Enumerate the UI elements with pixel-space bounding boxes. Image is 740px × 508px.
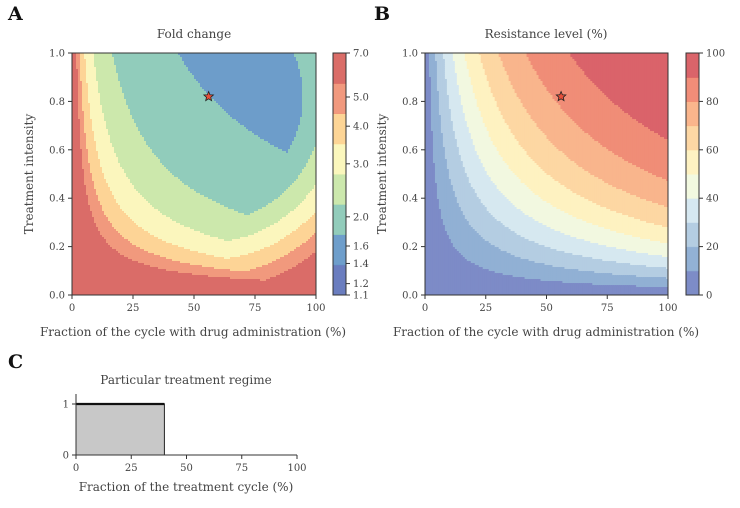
y-tick-label: 0.8 <box>402 97 418 108</box>
colorbar-b-band <box>686 222 699 248</box>
panel-b: Resistance level (%) 0 25 50 75 100 0.0 0.2 0.4… <box>375 27 725 339</box>
colorbar-b-band <box>686 77 699 102</box>
panel-c-plot <box>76 402 297 456</box>
colorbar-a-tick-label: 7.0 <box>353 49 369 60</box>
y-tick-label: 0.4 <box>49 194 65 205</box>
panel-c: Particular treatment regime 0 25 50 75 100 0 1… <box>63 373 307 494</box>
x-tick-label: 25 <box>125 463 138 474</box>
panel-a: Fold change 0 25 50 75 100 0.0 0.2 0.4 0.6 0.8 1.0… <box>22 27 369 339</box>
colorbar-b-band <box>686 246 699 272</box>
panel-a-heatmap <box>72 53 316 295</box>
colorbar-b-band <box>686 101 699 127</box>
y-tick-label: 1.0 <box>402 49 418 60</box>
colorbar-a-tick-label: 1.6 <box>353 242 369 253</box>
panel-c-ticks: 0 25 50 75 100 0 1 <box>63 394 307 474</box>
colorbar-a-band <box>333 204 346 235</box>
colorbar-a-tick-label: 4.0 <box>353 122 369 133</box>
x-tick-label: 0 <box>69 303 75 314</box>
panel-b-xlabel: Fraction of the cycle with drug administ… <box>393 325 699 339</box>
x-tick-label: 100 <box>658 303 677 314</box>
panel-letter-a: A <box>7 3 23 25</box>
panel-a-colorbar: 1.11.2 1.4 1.6 2.0 3.0 4.0 5.0 7.0 <box>332 49 369 302</box>
panel-a-ylabel: Treatment intensity <box>22 114 36 235</box>
y-tick-label: 0 <box>63 451 69 462</box>
panel-a-marker-star <box>202 90 215 102</box>
y-tick-label: 0.6 <box>49 145 65 156</box>
y-tick-label: 1.0 <box>49 49 65 60</box>
colorbar-b-band <box>686 53 699 78</box>
colorbar-a-tick-label: 1.2 <box>353 279 369 290</box>
colorbar-a-frame <box>332 52 347 296</box>
y-tick-label: 0.0 <box>402 291 418 302</box>
y-tick-label: 1 <box>63 400 69 411</box>
panel-c-xlabel: Fraction of the treatment cycle (%) <box>79 480 294 494</box>
colorbar-b-tick-label: 0 <box>706 291 712 302</box>
x-tick-label: 50 <box>540 303 553 314</box>
colorbar-b-band <box>686 174 699 199</box>
panel-b-marker-star <box>555 90 567 102</box>
colorbar-b-tick-label: 20 <box>706 242 719 253</box>
regime-area <box>76 404 297 455</box>
colorbar-b-tick-label: 40 <box>706 194 719 205</box>
y-tick-label: 0.0 <box>49 291 65 302</box>
colorbar-a-band <box>333 264 346 296</box>
colorbar-b-tick-label: 100 <box>706 49 725 60</box>
x-tick-label: 0 <box>73 463 79 474</box>
x-tick-label: 0 <box>422 303 428 314</box>
panel-a-title: Fold change <box>157 27 231 41</box>
colorbar-a-band <box>333 174 346 205</box>
panel-b-heatmap <box>425 53 668 295</box>
x-tick-label: 50 <box>188 303 201 314</box>
y-tick-label: 0.8 <box>49 97 65 108</box>
panel-letter-c: C <box>8 351 23 373</box>
colorbar-a-tick-label: 1.4 <box>353 259 369 270</box>
panel-letter-b: B <box>374 3 390 25</box>
colorbar-b-band <box>686 198 699 223</box>
y-tick-label: 0.6 <box>402 145 418 156</box>
x-tick-label: 75 <box>235 463 248 474</box>
panel-a-ticks: 0 25 50 75 100 0.0 0.2 0.4 0.6 0.8 1.0 <box>49 49 325 315</box>
panel-b-ylabel: Treatment intensity <box>375 114 389 235</box>
panel-b-title: Resistance level (%) <box>485 27 608 41</box>
x-tick-label: 25 <box>127 303 140 314</box>
colorbar-a-tick-label: 2.0 <box>353 212 369 223</box>
x-tick-label: 50 <box>180 463 193 474</box>
x-tick-label: 75 <box>601 303 614 314</box>
panel-a-xlabel: Fraction of the cycle with drug administ… <box>40 325 346 339</box>
colorbar-b-band <box>686 125 699 151</box>
colorbar-a-band <box>333 143 346 175</box>
colorbar-a-tick-label: 1.1 <box>353 291 369 302</box>
x-tick-label: 25 <box>479 303 492 314</box>
x-tick-label: 75 <box>249 303 262 314</box>
colorbar-a-band <box>333 83 346 114</box>
y-tick-label: 0.2 <box>402 242 418 253</box>
colorbar-b-band <box>686 149 699 175</box>
colorbar-b-tick-label: 80 <box>706 97 719 108</box>
colorbar-a-band <box>333 234 346 266</box>
y-tick-label: 0.2 <box>49 242 65 253</box>
y-tick-label: 0.4 <box>402 194 418 205</box>
colorbar-b-tick-label: 60 <box>706 145 719 156</box>
colorbar-a-tick-label: 3.0 <box>353 159 369 170</box>
panel-b-colorbar: 0 20 40 60 80 100 <box>685 49 725 302</box>
x-tick-label: 100 <box>306 303 325 314</box>
x-tick-label: 100 <box>287 463 306 474</box>
colorbar-a-tick-label: 5.0 <box>353 92 369 103</box>
panel-c-title: Particular treatment regime <box>100 373 271 387</box>
colorbar-a-band <box>333 113 346 145</box>
colorbar-b-frame <box>685 52 700 296</box>
colorbar-b-band <box>686 270 699 296</box>
colorbar-a-band <box>333 53 346 84</box>
panel-b-ticks: 0 25 50 75 100 0.0 0.2 0.4 0.6 0.8 1.0 <box>402 49 677 315</box>
